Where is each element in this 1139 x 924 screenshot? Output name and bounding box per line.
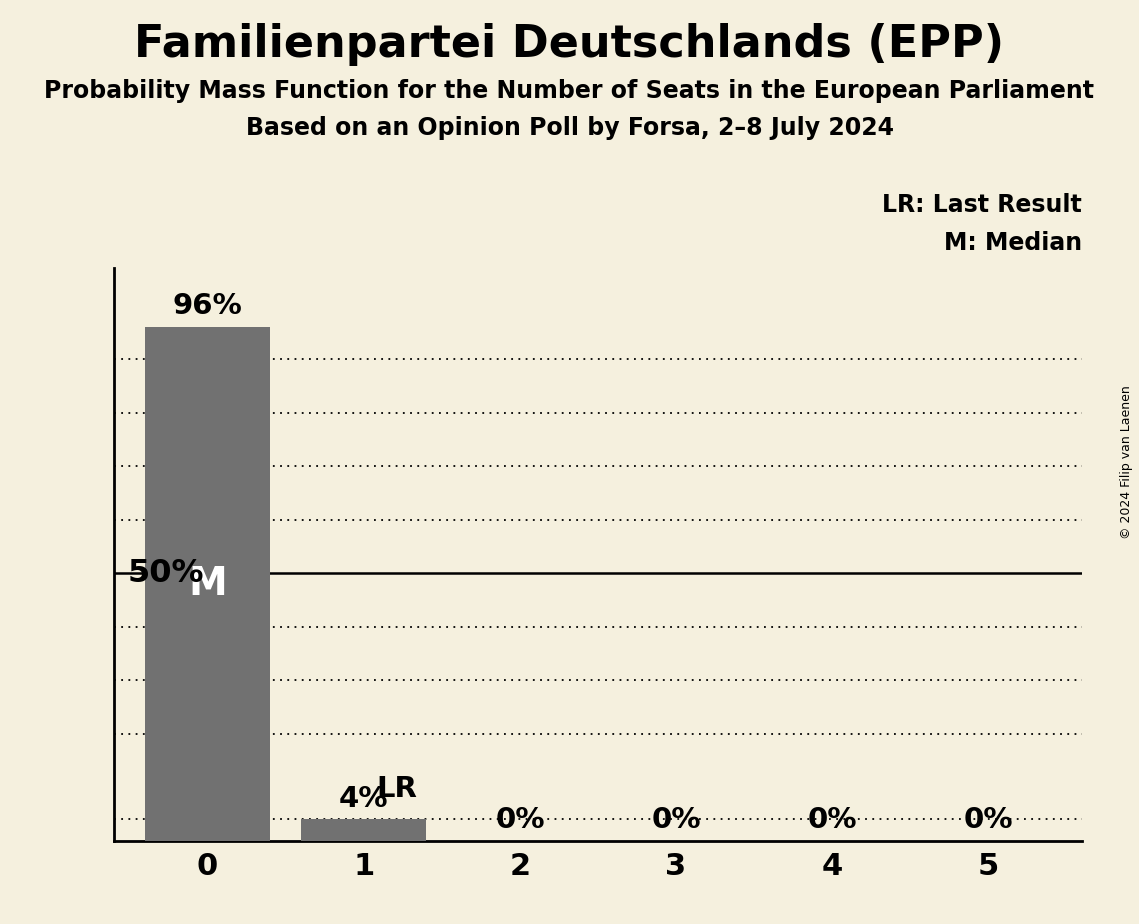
Text: © 2024 Filip van Laenen: © 2024 Filip van Laenen <box>1121 385 1133 539</box>
Text: LR: LR <box>376 775 417 803</box>
Bar <box>145 327 270 841</box>
Text: 0%: 0% <box>495 807 544 834</box>
Text: 0%: 0% <box>808 807 857 834</box>
Text: 0%: 0% <box>652 807 700 834</box>
Bar <box>302 820 426 841</box>
Text: Probability Mass Function for the Number of Seats in the European Parliament: Probability Mass Function for the Number… <box>44 79 1095 103</box>
Text: Based on an Opinion Poll by Forsa, 2–8 July 2024: Based on an Opinion Poll by Forsa, 2–8 J… <box>246 116 893 140</box>
Text: M: Median: M: Median <box>944 231 1082 255</box>
Text: 0%: 0% <box>964 807 1013 834</box>
Text: M: M <box>188 565 227 602</box>
Text: LR: Last Result: LR: Last Result <box>883 193 1082 217</box>
Text: 50%: 50% <box>128 558 205 589</box>
Text: Familienpartei Deutschlands (EPP): Familienpartei Deutschlands (EPP) <box>134 23 1005 67</box>
Text: 96%: 96% <box>173 292 243 321</box>
Text: 4%: 4% <box>339 785 388 813</box>
